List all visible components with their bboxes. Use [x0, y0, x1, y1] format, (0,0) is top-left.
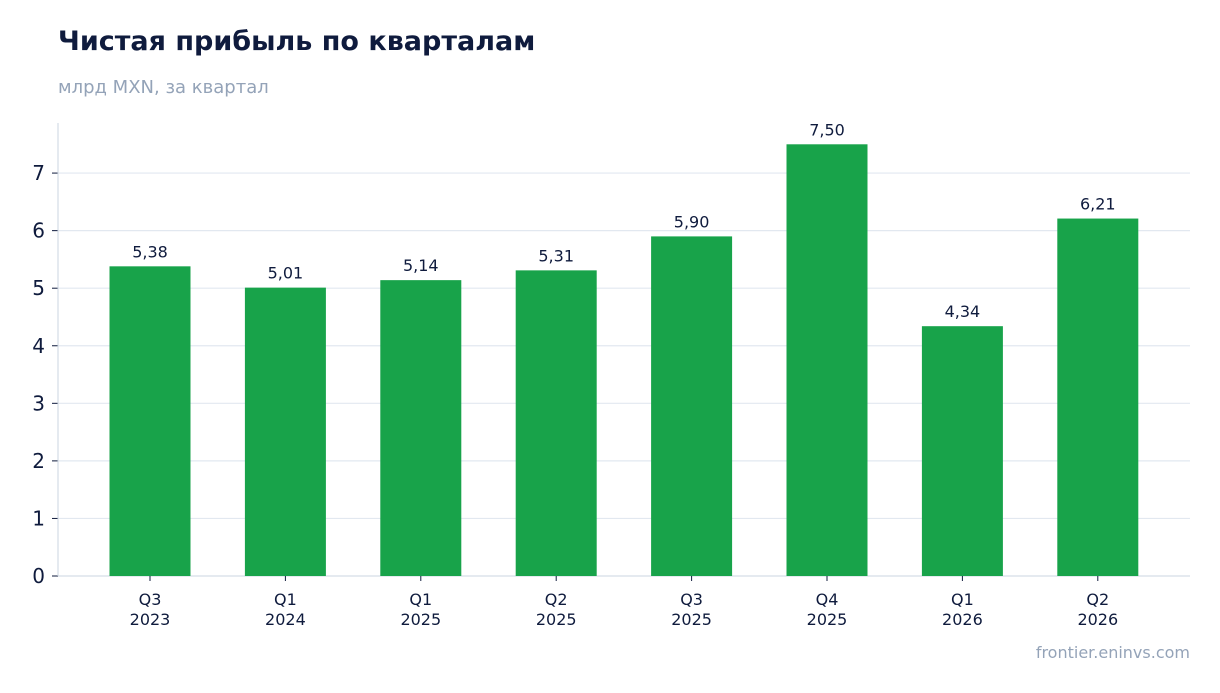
x-tick-label-quarter: Q3 [139, 590, 162, 609]
y-tick-label: 6 [32, 219, 45, 243]
data-label: 5,38 [132, 242, 168, 261]
y-tick-label: 2 [32, 449, 45, 473]
x-tick-label-quarter: Q2 [1086, 590, 1109, 609]
data-label: 5,14 [403, 256, 439, 275]
y-tick-label: 4 [32, 334, 45, 358]
x-tick-label-quarter: Q2 [545, 590, 568, 609]
x-tick-label-quarter: Q4 [816, 590, 839, 609]
bar [1057, 218, 1139, 577]
x-tick-label-quarter: Q1 [409, 590, 432, 609]
x-tick-label-year: 2024 [265, 610, 306, 629]
bar [786, 144, 868, 576]
data-label: 5,90 [674, 212, 710, 231]
y-tick-label: 0 [32, 564, 45, 588]
y-tick-label: 5 [32, 276, 45, 300]
chart-title: Чистая прибыль по кварталам [58, 26, 536, 57]
data-label: 7,50 [809, 120, 845, 139]
x-tick-label-quarter: Q1 [951, 590, 974, 609]
x-tick-label-quarter: Q3 [680, 590, 703, 609]
y-tick-label: 1 [32, 506, 45, 530]
bar [515, 270, 597, 576]
data-label: 5,31 [538, 246, 574, 265]
bar [380, 280, 462, 576]
data-label: 5,01 [268, 264, 304, 283]
x-tick-label-quarter: Q1 [274, 590, 297, 609]
y-tick-label: 3 [32, 391, 45, 415]
x-tick-label-year: 2025 [807, 610, 848, 629]
x-tick-label-year: 2025 [400, 610, 441, 629]
bar [921, 326, 1003, 576]
x-tick-label-year: 2025 [671, 610, 712, 629]
chart-subtitle: млрд MXN, за квартал [58, 77, 269, 98]
y-tick-label: 7 [32, 161, 45, 185]
bar [244, 287, 326, 576]
data-label: 6,21 [1080, 195, 1116, 214]
source-credit: frontier.eninvs.com [1035, 643, 1190, 662]
bar [109, 266, 191, 576]
data-label: 4,34 [945, 302, 981, 321]
x-tick-label-year: 2026 [1077, 610, 1118, 629]
x-tick-label-year: 2023 [130, 610, 171, 629]
x-tick-label-year: 2026 [942, 610, 983, 629]
bar [651, 236, 733, 576]
x-tick-label-year: 2025 [536, 610, 577, 629]
